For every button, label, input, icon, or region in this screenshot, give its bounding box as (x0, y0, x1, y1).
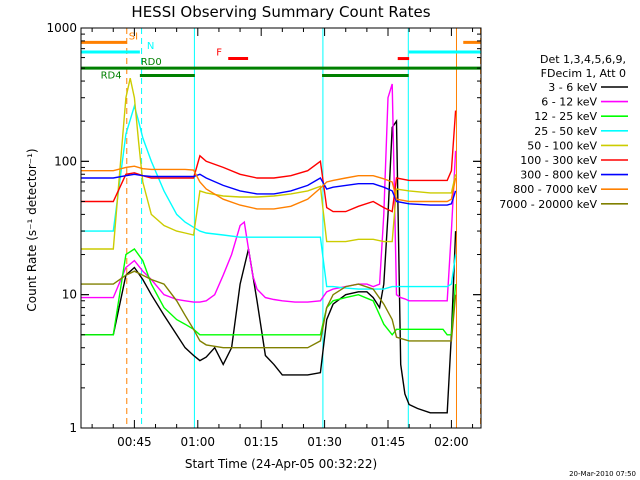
series-line-9 (81, 270, 457, 349)
series-line-3 (81, 248, 457, 336)
legend-label: 800 - 7000 keV (513, 183, 597, 196)
x-tick-label: 02:00 (434, 435, 469, 449)
x-axis-label: Start Time (24-Apr-05 00:32:22) (185, 457, 377, 471)
legend: Det 1,3,4,5,6,9, FDecim 1, Att 0 3 - 6 k… (499, 53, 628, 211)
series-line-4 (81, 103, 457, 290)
x-tick-label: 01:30 (307, 435, 342, 449)
flag-label: RD0 (141, 57, 162, 68)
series-line-6 (81, 110, 457, 213)
y-axis-label: Count Rate (s⁻¹ detector⁻¹) (25, 148, 39, 311)
legend-header-line-2: FDecim 1, Att 0 (541, 67, 626, 80)
legend-label: 3 - 6 keV (548, 81, 597, 94)
y-tick-label: 1 (69, 421, 77, 435)
axes-layer: 1 10 100 1000 00:45 01:00 01:15 01:30 01:45 02:00 (46, 21, 482, 449)
x-tick-label: 01:15 (244, 435, 279, 449)
series-line-2 (81, 83, 457, 303)
legend-label: 7000 - 20000 keV (499, 198, 597, 211)
x-tick-label: 01:45 (371, 435, 406, 449)
x-tick-label: 00:45 (117, 435, 152, 449)
series-line-5 (81, 78, 457, 250)
y-tick-label: 10 (62, 288, 77, 302)
legend-label: 12 - 25 keV (534, 110, 597, 123)
plot-area (81, 28, 482, 428)
series-line-8 (81, 165, 457, 210)
series-line-7 (81, 173, 457, 206)
legend-label: 50 - 100 keV (527, 139, 597, 152)
flag-label: RD4 (101, 71, 122, 82)
flag-label: SI (129, 31, 138, 42)
legend-label: 300 - 800 keV (520, 169, 597, 182)
flag-label: F (216, 48, 222, 59)
y-tick-label: 1000 (46, 21, 77, 35)
flag-layer: SI N F RD0 RD4 (81, 31, 481, 82)
series-line-1 (81, 119, 457, 414)
y-tick-label: 100 (54, 154, 77, 168)
flag-label: N (147, 41, 154, 52)
legend-label: 25 - 50 keV (534, 125, 597, 138)
plot-frame (80, 27, 482, 429)
legend-header-line-1: Det 1,3,4,5,6,9, (540, 53, 626, 66)
footer-date: 20-Mar-2010 07:50 (569, 470, 636, 478)
x-tick-label: 01:00 (180, 435, 215, 449)
legend-label: 100 - 300 keV (520, 154, 597, 167)
legend-label: 6 - 12 keV (541, 96, 597, 109)
chart-title: HESSI Observing Summary Count Rates (131, 3, 430, 21)
